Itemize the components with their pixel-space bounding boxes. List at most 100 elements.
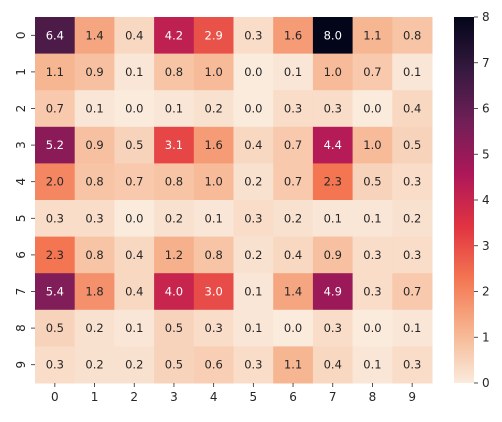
heatmap-cell-value: 2.3 (324, 175, 342, 189)
colorbar-tick-label: 8 (482, 10, 490, 24)
heatmap-cell-value: 4.0 (165, 285, 183, 299)
heatmap-cell-value: 2.9 (205, 28, 223, 42)
heatmap-cell-value: 0.4 (125, 285, 143, 299)
heatmap-cell-value: 0.1 (324, 211, 342, 225)
heatmap-cell-value: 2.3 (46, 248, 64, 262)
heatmap-cell-value: 0.8 (165, 65, 183, 79)
heatmap-cell-value: 1.0 (205, 175, 223, 189)
heatmap-cell-value: 0.7 (46, 102, 64, 116)
heatmap-cell-value: 1.6 (205, 138, 223, 152)
heatmap-cell-value: 0.5 (165, 358, 183, 372)
heatmap-cell-value: 4.4 (324, 138, 342, 152)
heatmap-cell-value: 1.0 (205, 65, 223, 79)
heatmap-cell-value: 1.2 (165, 248, 183, 262)
heatmap-cell-value: 0.2 (85, 358, 103, 372)
y-tick-label: 3 (14, 141, 28, 149)
heatmap-cell-value: 0.3 (205, 321, 223, 335)
heatmap-cell-value: 8.0 (324, 28, 342, 42)
y-tick-label: 2 (14, 105, 28, 113)
colorbar-tick-label: 7 (482, 56, 490, 70)
heatmap-cell-value: 0.3 (244, 358, 262, 372)
heatmap-cell-value: 0.1 (363, 358, 381, 372)
heatmap-cell-value: 0.7 (363, 65, 381, 79)
heatmap-cell-value: 0.8 (85, 248, 103, 262)
heatmap-cell-value: 0.3 (244, 211, 262, 225)
x-tick-label: 0 (51, 390, 59, 404)
heatmap-cell-value: 1.0 (324, 65, 342, 79)
heatmap-cell-value: 0.5 (125, 138, 143, 152)
heatmap-cell-value: 5.4 (46, 285, 64, 299)
heatmap-cell-value: 0.3 (403, 175, 421, 189)
x-tick-label: 7 (329, 390, 337, 404)
colorbar-tick-label: 2 (482, 285, 490, 299)
heatmap-cell-value: 0.2 (165, 211, 183, 225)
heatmap-cell-value: 0.3 (363, 285, 381, 299)
heatmap-cell-value: 0.5 (363, 175, 381, 189)
heatmap-cell-value: 0.7 (284, 138, 302, 152)
heatmap-cell-value: 0.3 (85, 211, 103, 225)
heatmap-cell-value: 0.4 (125, 248, 143, 262)
x-tick-label: 1 (91, 390, 99, 404)
colorbar-tick-label: 5 (482, 147, 490, 161)
heatmap-cell-value: 0.7 (403, 285, 421, 299)
heatmap-cell-value: 0.2 (205, 102, 223, 116)
heatmap-cell-value: 1.1 (284, 358, 302, 372)
heatmap-cell-value: 1.6 (284, 28, 302, 42)
heatmap-cell-value: 4.2 (165, 28, 183, 42)
heatmap-cell-value: 0.1 (403, 321, 421, 335)
y-tick-label: 8 (14, 324, 28, 332)
y-tick-label: 1 (14, 68, 28, 76)
heatmap-cell-value: 1.1 (46, 65, 64, 79)
heatmap-cell-value: 0.0 (244, 65, 262, 79)
heatmap-cell-value: 0.1 (284, 65, 302, 79)
heatmap-cell-value: 0.0 (244, 102, 262, 116)
colorbar-tick-label: 0 (482, 376, 490, 390)
x-tick-label: 5 (250, 390, 258, 404)
heatmap-cell-value: 0.1 (125, 321, 143, 335)
heatmap-cell-value: 0.7 (125, 175, 143, 189)
heatmap-cell-value: 0.3 (403, 248, 421, 262)
heatmap-cell-value: 0.2 (125, 358, 143, 372)
heatmap-cell-value: 0.6 (205, 358, 223, 372)
heatmap-cell-value: 0.2 (85, 321, 103, 335)
y-tick-label: 9 (14, 361, 28, 369)
colorbar-tick-label: 6 (482, 102, 490, 116)
heatmap-cell-value: 1.0 (363, 138, 381, 152)
colorbar-tick-label: 4 (482, 193, 490, 207)
heatmap-cell-value: 0.3 (324, 321, 342, 335)
heatmap-cell-value: 0.3 (403, 358, 421, 372)
heatmap-cell-value: 0.1 (85, 102, 103, 116)
heatmap-cell-value: 1.4 (85, 28, 103, 42)
heatmap-cell-value: 1.1 (363, 28, 381, 42)
y-tick-label: 5 (14, 214, 28, 222)
heatmap-cell-value: 0.8 (403, 28, 421, 42)
heatmap-cell-value: 0.4 (244, 138, 262, 152)
x-tick-label: 9 (408, 390, 416, 404)
heatmap-cell-value: 0.1 (244, 285, 262, 299)
heatmap-cell-value: 0.0 (284, 321, 302, 335)
x-tick-label: 6 (289, 390, 297, 404)
heatmap-cell-value: 0.2 (244, 248, 262, 262)
heatmap-cell-value: 0.4 (324, 358, 342, 372)
x-tick-label: 4 (210, 390, 218, 404)
heatmap-cell-value: 0.1 (205, 211, 223, 225)
heatmap-cell-value: 0.4 (125, 28, 143, 42)
heatmap-cell-value: 0.5 (46, 321, 64, 335)
heatmap-cell-value: 0.3 (46, 358, 64, 372)
heatmap-cell-value: 4.9 (324, 285, 342, 299)
y-tick-label: 6 (14, 251, 28, 259)
heatmap-cell-value: 3.1 (165, 138, 183, 152)
heatmap-cell-value: 0.4 (284, 248, 302, 262)
colorbar-tick-label: 3 (482, 239, 490, 253)
y-tick-label: 4 (14, 178, 28, 186)
x-tick-label: 3 (170, 390, 178, 404)
heatmap-cell-value: 0.3 (324, 102, 342, 116)
heatmap-cell-value: 6.4 (46, 28, 64, 42)
heatmap-cell-value: 0.1 (363, 211, 381, 225)
heatmap-cell-value: 0.1 (165, 102, 183, 116)
heatmap-cell-value: 0.5 (403, 138, 421, 152)
y-tick-label: 7 (14, 288, 28, 296)
heatmap-cell-value: 0.2 (284, 211, 302, 225)
heatmap-cell-value: 2.0 (46, 175, 64, 189)
